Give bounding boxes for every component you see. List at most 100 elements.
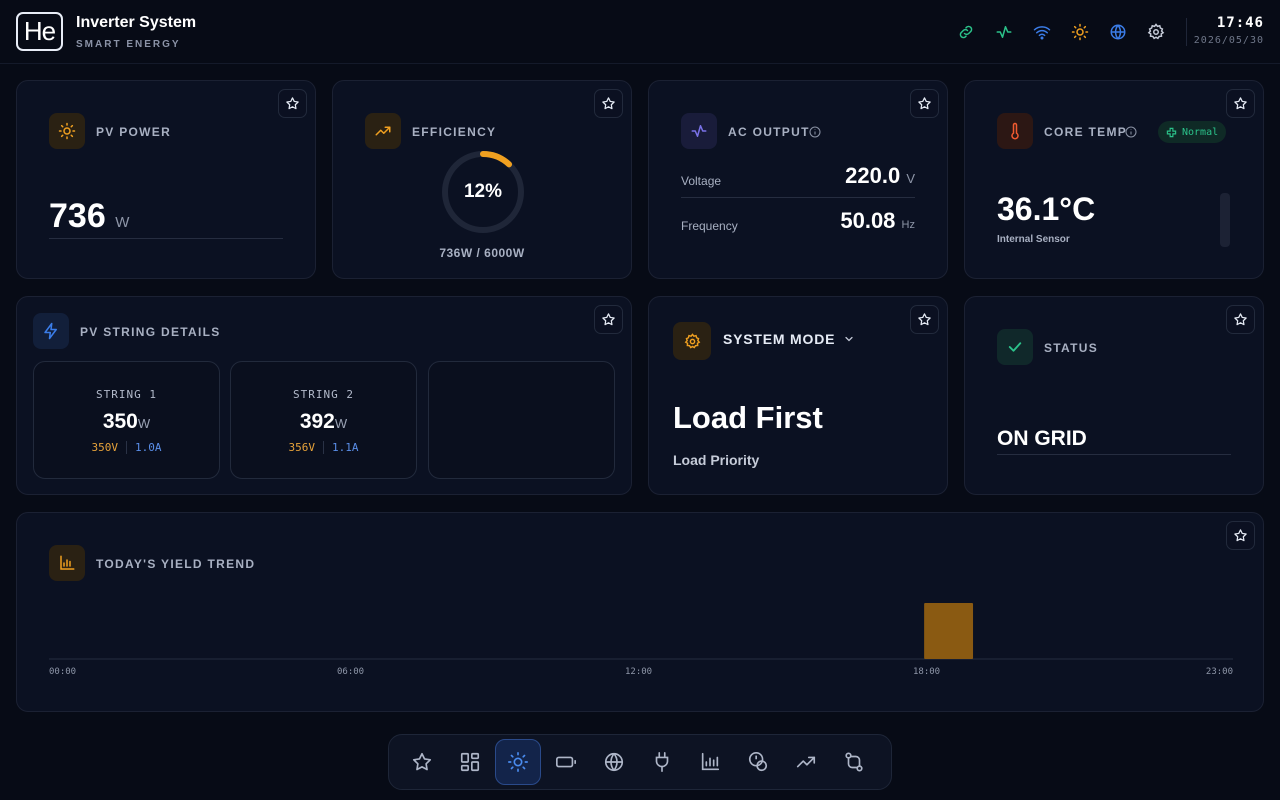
frequency-number: 50.08: [840, 208, 896, 233]
favorite-star-button[interactable]: [594, 305, 623, 334]
favorite-star-button[interactable]: [910, 89, 939, 118]
string-voltage: 350V: [92, 441, 127, 454]
header-icon-bar: [954, 20, 1168, 44]
nav-routes[interactable]: [831, 739, 877, 785]
string-title: STRING 2: [293, 388, 354, 401]
string-power: 392W: [231, 410, 416, 434]
star-icon: [918, 313, 931, 326]
yield-trend-card: TODAY'S YIELD TREND 00:00 06:00 12:00 18…: [16, 512, 1264, 712]
star-icon: [1234, 97, 1247, 110]
string-power-number: 350: [102, 410, 138, 433]
bar-chart-icon: [701, 752, 720, 771]
app-header: He Inverter System SMART ENERGY 17:46 20…: [0, 0, 1280, 64]
nav-grid[interactable]: [591, 739, 637, 785]
efficiency-label: EFFICIENCY: [412, 125, 497, 139]
system-mode-card: SYSTEM MODE Load First Load Priority: [648, 296, 948, 495]
info-icon[interactable]: [809, 125, 821, 143]
x-tick-label: 06:00: [337, 667, 365, 677]
trend-icon: [796, 756, 816, 768]
voltage-value: 220.0 V: [845, 163, 915, 189]
x-tick-label: 00:00: [49, 667, 77, 677]
efficiency-percent: 12%: [463, 181, 503, 202]
favorite-star-button[interactable]: [1226, 305, 1255, 334]
string-current: 1.0A: [135, 441, 162, 454]
status-value: ON GRID: [997, 427, 1087, 450]
info-icon[interactable]: [1125, 125, 1137, 143]
nav-dashboard[interactable]: [447, 739, 493, 785]
nav-battery[interactable]: [543, 739, 589, 785]
frequency-value: 50.08 Hz: [840, 208, 915, 234]
pv-power-label: PV POWER: [96, 125, 172, 139]
efficiency-card: EFFICIENCY 12% 736W / 6000W: [332, 80, 632, 279]
pv-power-value: 736 W: [49, 197, 129, 236]
sun-icon: [49, 113, 85, 149]
activity-icon[interactable]: [992, 20, 1016, 44]
route-icon: [845, 752, 863, 772]
wifi-icon[interactable]: [1030, 20, 1054, 44]
divider: [997, 454, 1231, 455]
bottom-nav: [388, 734, 892, 790]
core-temp-label: CORE TEMP: [1044, 125, 1128, 139]
favorite-star-button[interactable]: [1226, 521, 1255, 550]
string-current: 1.1A: [332, 441, 359, 454]
star-icon: [602, 97, 615, 110]
system-mode-sub: Load Priority: [673, 452, 760, 468]
voltage-label: Voltage: [681, 174, 722, 188]
nav-favorites[interactable]: [399, 739, 445, 785]
x-tick-label: 12:00: [625, 667, 653, 677]
ac-output-label: AC OUTPUT: [728, 125, 810, 139]
status-badge-text: Normal: [1182, 126, 1219, 138]
meter-icon: [748, 752, 768, 772]
nav-meter[interactable]: [735, 739, 781, 785]
globe-icon: [604, 752, 624, 772]
x-tick-label: 18:00: [913, 667, 941, 677]
nav-stats[interactable]: [687, 739, 733, 785]
efficiency-gauge: [442, 151, 524, 233]
gear-icon: [673, 322, 711, 360]
status-card: STATUS ON GRID: [964, 296, 1264, 495]
string-power: 350W: [34, 410, 219, 434]
pv-string-label: PV STRING DETAILS: [80, 325, 221, 339]
string-card[interactable]: STRING 1 350W 350V 1.0A: [33, 361, 220, 479]
nav-solar[interactable]: [495, 739, 541, 785]
ac-output-card: AC OUTPUT Voltage 220.0 V Frequency 50.0…: [648, 80, 948, 279]
star-icon: [1234, 313, 1247, 326]
string-title: STRING 1: [96, 388, 157, 401]
star-icon: [412, 752, 432, 771]
link-icon[interactable]: [954, 20, 978, 44]
core-temp-sensor: Internal Sensor: [997, 234, 1070, 245]
string-voltage: 356V: [289, 441, 324, 454]
nav-load[interactable]: [639, 739, 685, 785]
core-temp-value: 36.1°C: [997, 191, 1096, 227]
globe-icon[interactable]: [1106, 20, 1130, 44]
frequency-label: Frequency: [681, 219, 738, 233]
favorite-star-button[interactable]: [278, 89, 307, 118]
string-meta: 356V 1.1A: [231, 441, 416, 454]
pv-power-unit: W: [115, 214, 130, 231]
sun-icon[interactable]: [1068, 20, 1092, 44]
thermometer-icon: [997, 113, 1033, 149]
bar-chart-icon: [49, 545, 85, 581]
favorite-star-button[interactable]: [1226, 89, 1255, 118]
lightning-icon: [33, 313, 69, 349]
status-badge: Normal: [1158, 121, 1227, 143]
string-card[interactable]: STRING 2 392W 356V 1.1A: [230, 361, 417, 479]
gear-icon[interactable]: [1144, 20, 1168, 44]
header-divider: [1186, 18, 1187, 46]
nav-trends[interactable]: [783, 739, 829, 785]
app-title: Inverter System: [76, 14, 197, 31]
yield-bar[interactable]: [924, 603, 974, 659]
clock-time: 17:46: [1216, 15, 1264, 31]
temp-level-bar: [1220, 193, 1230, 247]
system-mode-dropdown[interactable]: SYSTEM MODE: [723, 331, 855, 347]
string-power-number: 392: [299, 410, 335, 433]
trending-up-icon: [365, 113, 401, 149]
star-icon: [1234, 529, 1247, 542]
x-axis: 00:00 06:00 12:00 18:00 23:00: [49, 667, 1233, 681]
favorite-star-button[interactable]: [910, 305, 939, 334]
grid-icon: [460, 752, 480, 772]
favorite-star-button[interactable]: [594, 89, 623, 118]
gauge-fill: [442, 151, 524, 233]
system-mode-label: SYSTEM MODE: [723, 331, 836, 347]
voltage-number: 220.0: [845, 163, 901, 188]
